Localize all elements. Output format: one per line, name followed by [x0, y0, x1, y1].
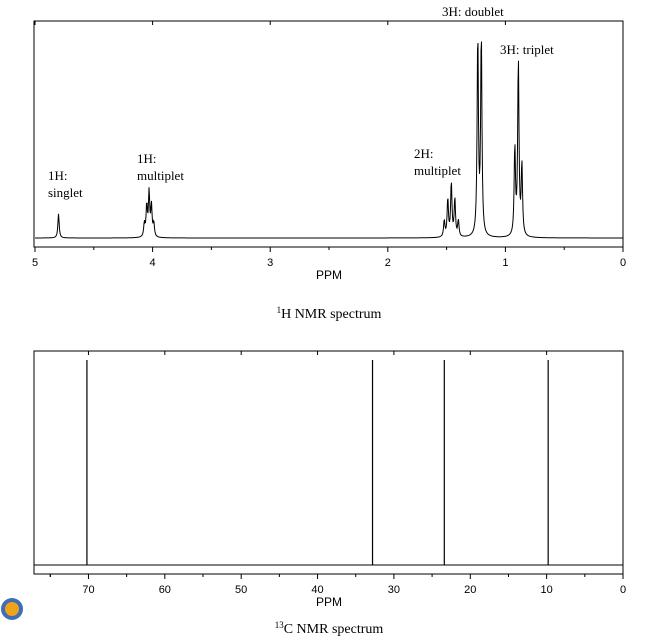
tick-label: 0	[620, 584, 626, 596]
tick-label: 5	[32, 257, 38, 269]
tick-label: 40	[311, 584, 323, 596]
x-axis-title: PPM	[316, 595, 342, 609]
caption-text: H NMR spectrum	[281, 307, 381, 322]
peak-annotation: multiplet	[414, 163, 461, 178]
peak-annotation: 1H:	[48, 168, 68, 183]
plot-frame	[33, 350, 624, 575]
spectrum-caption: 13C NMR spectrum	[275, 620, 384, 637]
tick-label: 10	[541, 584, 553, 596]
peak-annotation: 2H:	[414, 146, 434, 161]
tick-label: 30	[388, 584, 400, 596]
spectrum-panel-1: 13C NMR spectrum	[33, 350, 624, 637]
spectrum-caption: 1H NMR spectrum	[277, 305, 382, 322]
tick-label: 4	[150, 257, 156, 269]
tick-label: 3	[267, 257, 273, 269]
tick-label: 20	[464, 584, 476, 596]
peak-annotation: 3H: triplet	[500, 42, 554, 57]
caption-superscript: 13	[275, 620, 285, 630]
x-axis-title: PPM	[316, 268, 342, 282]
spectrum-panel-0: 1H NMR spectrum	[33, 20, 624, 322]
peak-annotation: 3H: doublet	[442, 4, 504, 19]
app-badge-icon[interactable]	[1, 598, 23, 620]
peak-annotation: singlet	[48, 185, 83, 200]
tick-label: 60	[159, 584, 171, 596]
peak-annotation: 1H:	[137, 151, 157, 166]
tick-label: 1	[502, 257, 508, 269]
caption-text: C NMR spectrum	[284, 622, 384, 637]
peak-annotation: multiplet	[137, 168, 184, 183]
tick-label: 70	[82, 584, 94, 596]
tick-label: 2	[385, 257, 391, 269]
caption-superscript: 1	[277, 305, 282, 315]
tick-label: 0	[620, 257, 626, 269]
spectrum-trace	[34, 41, 623, 239]
tick-label: 50	[235, 584, 247, 596]
